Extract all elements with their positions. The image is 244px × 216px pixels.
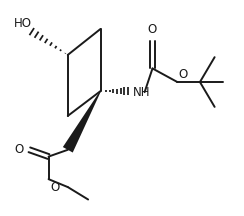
Text: O: O: [14, 143, 24, 156]
Text: O: O: [178, 68, 188, 81]
Text: HO: HO: [14, 17, 31, 30]
Text: NH: NH: [133, 86, 150, 99]
Text: O: O: [51, 181, 60, 194]
Text: O: O: [148, 23, 157, 36]
Polygon shape: [63, 91, 101, 152]
